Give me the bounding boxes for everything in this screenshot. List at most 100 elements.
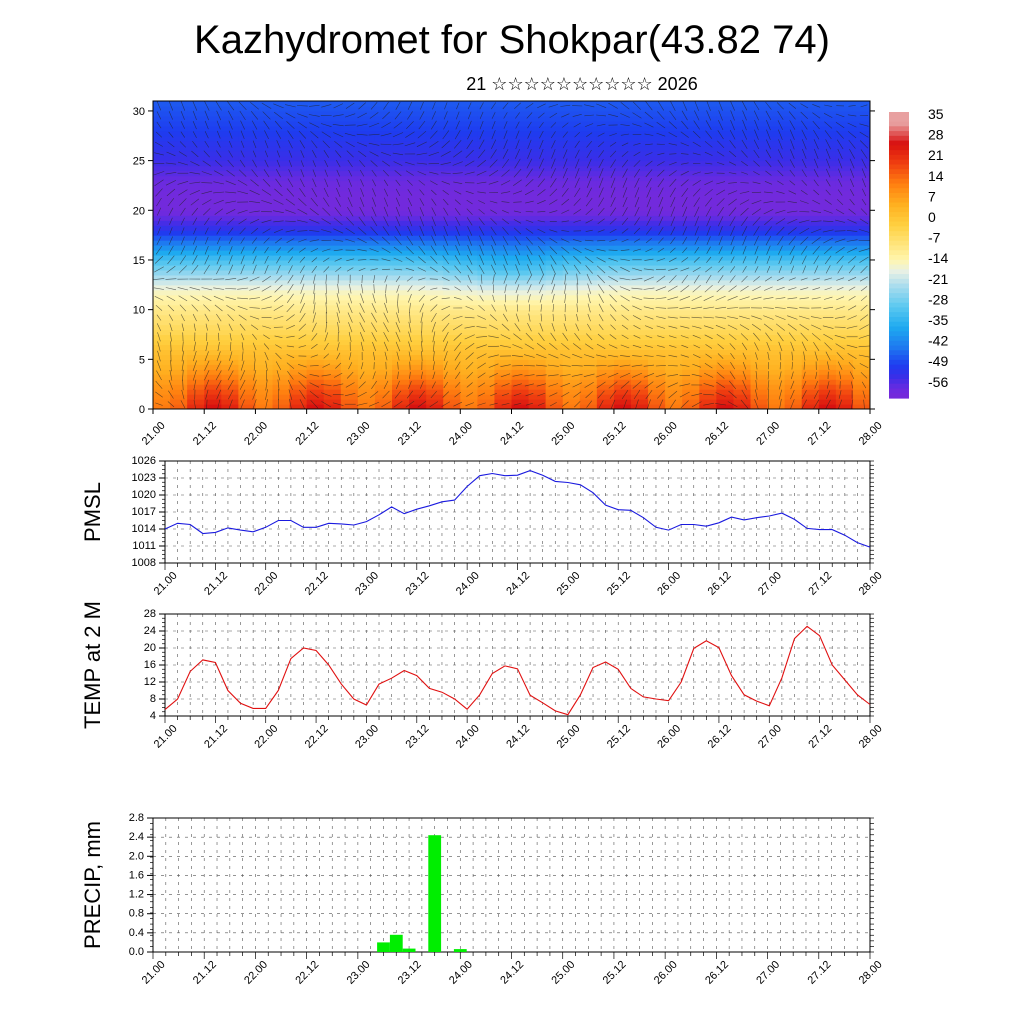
heatmap-cell	[648, 289, 666, 296]
wind-barb	[538, 274, 544, 284]
heatmap-cell	[648, 190, 666, 196]
wind-barb	[238, 101, 247, 111]
wind-barb	[238, 218, 247, 225]
heatmap-cell	[716, 329, 735, 336]
heatmap-cell	[153, 349, 171, 355]
wind-barb	[799, 227, 810, 234]
heatmap-cell	[409, 324, 427, 331]
wind-barb	[729, 140, 736, 149]
wind-barb	[598, 187, 604, 198]
wind-barb	[536, 383, 547, 387]
wind-barb	[692, 152, 701, 156]
heatmap-cell	[784, 404, 803, 409]
wind-barb	[692, 363, 702, 368]
wind-barb	[261, 102, 272, 109]
wind-barb	[633, 335, 641, 339]
heatmap-cell	[596, 160, 615, 167]
heatmap-cell	[767, 110, 786, 117]
heatmap-cell	[426, 339, 444, 346]
wind-barb	[524, 354, 535, 358]
wind-barb	[682, 236, 688, 245]
wind-barb	[491, 130, 496, 140]
wind-barb	[264, 130, 269, 140]
heatmap-cell	[733, 230, 752, 236]
wind-barb	[276, 140, 281, 149]
wind-barb	[322, 248, 331, 252]
heatmap-cell	[357, 384, 376, 390]
heatmap-cell	[170, 130, 188, 137]
wind-barb	[633, 143, 641, 146]
heatmap-cell	[477, 215, 496, 221]
heatmap-cell	[562, 294, 581, 301]
heatmap-cell	[818, 150, 837, 157]
wind-barb	[765, 110, 772, 121]
colorbar-swatch	[889, 173, 909, 180]
wind-barb	[503, 264, 508, 275]
wind-barb	[454, 286, 462, 291]
wind-barb	[859, 218, 869, 225]
heatmap-cell	[767, 205, 786, 211]
wind-barb	[587, 283, 591, 294]
wind-barb	[454, 265, 462, 274]
heatmap-cell	[204, 101, 222, 107]
wind-barb	[813, 399, 820, 409]
heatmap-cell	[221, 299, 239, 306]
heatmap-cell	[170, 399, 188, 405]
wind-barb	[335, 362, 342, 369]
heatmap-cell	[204, 314, 222, 321]
heatmap-cell	[187, 374, 205, 380]
wind-barb	[443, 361, 448, 371]
heatmap-cell	[716, 299, 735, 306]
heatmap-cell	[272, 190, 291, 196]
colorbar-swatch	[889, 331, 909, 337]
wind-barb	[574, 333, 581, 341]
wind-barb	[549, 210, 558, 214]
wind-barb	[655, 307, 667, 309]
heatmap-cell	[221, 240, 239, 246]
heatmap-cell	[801, 160, 820, 167]
wind-barb	[836, 352, 844, 360]
heatmap-cell	[460, 205, 478, 211]
wind-barb	[215, 217, 222, 225]
heatmap-cell	[221, 135, 239, 142]
heatmap-cell	[340, 230, 359, 236]
wind-barb	[442, 130, 450, 140]
wind-barb	[791, 361, 793, 370]
heatmap-cell	[784, 155, 803, 162]
heatmap-cell	[852, 120, 870, 127]
wind-barb	[237, 297, 249, 300]
wind-barb	[261, 219, 272, 223]
wind-barb	[177, 287, 189, 291]
heatmap-cell	[272, 289, 291, 296]
wind-barb	[694, 236, 699, 245]
wind-barb	[632, 101, 642, 110]
wind-barb	[551, 149, 556, 159]
heatmap-cell	[392, 140, 410, 147]
heatmap-cell	[767, 101, 786, 107]
heatmap-cell	[784, 324, 803, 331]
heatmap-cell	[306, 215, 325, 221]
wind-barb	[189, 172, 201, 175]
wind-barb	[551, 273, 556, 285]
wind-barb	[776, 102, 784, 110]
wind-barb	[167, 141, 175, 148]
wind-barb	[393, 400, 403, 408]
heatmap-cell	[733, 274, 752, 281]
wind-barb	[193, 379, 197, 391]
heatmap-cell	[460, 235, 478, 241]
heatmap-cell	[374, 289, 393, 296]
wind-barb	[751, 208, 762, 216]
heatmap-cell	[528, 250, 547, 256]
y-tick-label: 30	[133, 106, 145, 118]
wind-barb	[383, 179, 389, 186]
heatmap-cell	[443, 120, 461, 127]
heatmap-cell	[443, 374, 461, 380]
wind-barb	[621, 142, 629, 147]
wind-barb	[706, 236, 711, 245]
heatmap-cell	[767, 379, 786, 385]
wind-barb	[643, 306, 654, 310]
wind-barb	[347, 302, 353, 314]
wind-barb	[332, 402, 344, 406]
heatmap-cell	[562, 399, 581, 405]
wind-barb	[862, 178, 866, 188]
